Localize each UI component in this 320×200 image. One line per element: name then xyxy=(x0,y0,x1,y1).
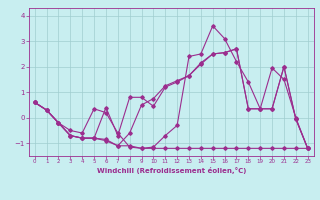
X-axis label: Windchill (Refroidissement éolien,°C): Windchill (Refroidissement éolien,°C) xyxy=(97,167,246,174)
